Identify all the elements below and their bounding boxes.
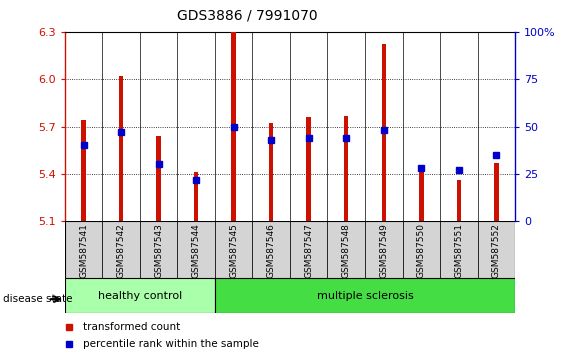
Bar bbox=[81, 120, 86, 221]
Text: multiple sclerosis: multiple sclerosis bbox=[316, 291, 413, 301]
Bar bbox=[344, 115, 348, 221]
Bar bbox=[403, 221, 440, 278]
Bar bbox=[157, 136, 161, 221]
Bar bbox=[328, 221, 365, 278]
Bar bbox=[290, 221, 328, 278]
Text: GSM587545: GSM587545 bbox=[229, 223, 238, 278]
Bar bbox=[177, 221, 215, 278]
Bar bbox=[65, 221, 102, 278]
Bar bbox=[65, 278, 215, 313]
Bar bbox=[457, 180, 461, 221]
Text: GSM587549: GSM587549 bbox=[379, 223, 388, 278]
Text: GSM587552: GSM587552 bbox=[492, 223, 501, 278]
Text: GSM587546: GSM587546 bbox=[267, 223, 276, 278]
Text: GSM587542: GSM587542 bbox=[117, 223, 126, 278]
Bar bbox=[477, 221, 515, 278]
Bar bbox=[269, 124, 274, 221]
Bar bbox=[365, 221, 403, 278]
Text: percentile rank within the sample: percentile rank within the sample bbox=[83, 339, 258, 349]
Bar bbox=[102, 221, 140, 278]
Bar bbox=[215, 278, 515, 313]
Bar bbox=[252, 221, 290, 278]
Bar bbox=[419, 171, 423, 221]
Bar bbox=[140, 221, 177, 278]
Text: GSM587543: GSM587543 bbox=[154, 223, 163, 278]
Bar bbox=[440, 221, 477, 278]
Bar bbox=[119, 76, 123, 221]
Bar bbox=[306, 117, 311, 221]
Text: GSM587550: GSM587550 bbox=[417, 223, 426, 278]
Text: disease state: disease state bbox=[3, 294, 72, 304]
Text: GSM587541: GSM587541 bbox=[79, 223, 88, 278]
Bar bbox=[382, 45, 386, 221]
Text: healthy control: healthy control bbox=[98, 291, 182, 301]
Bar bbox=[215, 221, 252, 278]
Text: GDS3886 / 7991070: GDS3886 / 7991070 bbox=[177, 9, 318, 23]
Text: transformed count: transformed count bbox=[83, 321, 180, 332]
Text: GSM587547: GSM587547 bbox=[304, 223, 313, 278]
Text: GSM587551: GSM587551 bbox=[454, 223, 463, 278]
Bar bbox=[231, 32, 236, 221]
Text: GSM587548: GSM587548 bbox=[342, 223, 351, 278]
Bar bbox=[194, 172, 198, 221]
Bar bbox=[494, 163, 499, 221]
Text: GSM587544: GSM587544 bbox=[191, 223, 200, 278]
